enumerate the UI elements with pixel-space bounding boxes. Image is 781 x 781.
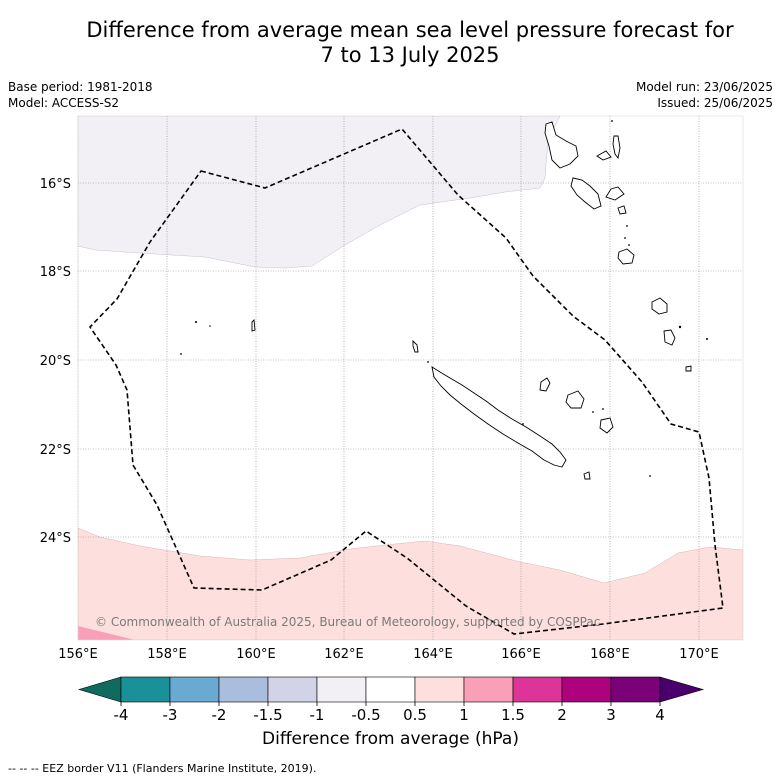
loyalty-island-ouvea — [539, 377, 551, 392]
lon-label: 156°E — [58, 647, 98, 662]
eez-border — [88, 128, 724, 635]
lon-label: 160°E — [236, 647, 276, 662]
vanuatu-malekula — [570, 177, 602, 210]
lon-label: 170°E — [679, 647, 719, 662]
colorbar-swatch — [316, 676, 367, 703]
colorbar-swatch — [120, 676, 171, 703]
issued-date: Issued: 25/06/2025 — [657, 96, 773, 110]
title-line-1: Difference from average mean sea level p… — [86, 18, 734, 42]
vanuatu-maewo — [612, 135, 621, 160]
colorbar-swatch — [561, 676, 612, 703]
colorbar-tick-label: -0.5 — [351, 706, 380, 724]
chesterfield-reef — [251, 319, 256, 332]
belep-islands — [412, 339, 419, 353]
lon-label: 158°E — [147, 647, 187, 662]
meta-left: Base period: 1981-2018 Model: ACCESS-S2 — [8, 79, 153, 111]
colorbar-swatch — [267, 676, 318, 703]
colorbar-tick-label: -4 — [114, 706, 129, 724]
islet — [522, 423, 524, 425]
islet — [602, 408, 604, 410]
title-line-2: 7 to 13 July 2025 — [320, 43, 500, 67]
colorbar-swatch — [169, 676, 220, 703]
lat-label: 20°S — [40, 354, 71, 369]
colorbar-tick-label: 1 — [459, 706, 469, 724]
small-islets — [180, 120, 708, 477]
loyalty-island-lifou — [565, 390, 585, 409]
loyalty-island-mare — [599, 417, 614, 434]
islet — [649, 475, 651, 477]
colorbar-tick-label: -3 — [163, 706, 178, 724]
vanuatu-efate — [617, 248, 635, 265]
islet — [624, 237, 626, 239]
isle-of-pines — [583, 471, 591, 480]
positive-anomaly-area — [78, 527, 743, 640]
model-run: Model run: 23/06/2025 — [635, 80, 773, 94]
vanuatu-ambae — [596, 150, 612, 161]
colorbar: -4 -3 -2 -1.5 -1 -0.5 0.5 1 1.5 2 3 4 — [77, 676, 705, 724]
colorbar-swatch — [365, 676, 416, 703]
colorbar-tick-label: -1.5 — [253, 706, 282, 724]
lat-label: 18°S — [40, 265, 71, 280]
colorbar-tick-label: 3 — [606, 706, 616, 724]
copyright-notice: © Commonwealth of Australia 2025, Bureau… — [95, 615, 600, 629]
islet — [195, 321, 197, 323]
lon-label: 162°E — [324, 647, 364, 662]
colorbar-tick-label: 0.5 — [403, 706, 427, 724]
colorbar-swatch — [463, 676, 514, 703]
eez-legend: -- -- -- EEZ border V11 (Flanders Marine… — [8, 762, 317, 775]
islet — [626, 225, 628, 227]
islet — [209, 325, 211, 327]
colorbar-title: Difference from average (hPa) — [262, 729, 519, 749]
islet — [628, 244, 630, 246]
islet — [678, 325, 682, 329]
gridlines — [77, 116, 743, 640]
map-frame — [77, 115, 744, 641]
islet — [592, 411, 594, 413]
colorbar-swatch — [610, 676, 661, 703]
colorbar-high-extension — [659, 676, 705, 703]
lon-label: 166°E — [501, 647, 541, 662]
colorbar-low-extension — [77, 676, 122, 703]
lat-label: 16°S — [40, 177, 71, 192]
colorbar-tick-label: -1 — [310, 706, 325, 724]
colorbar-tick-label: 2 — [557, 706, 567, 724]
vanuatu-epi — [617, 205, 627, 215]
lon-label: 164°E — [413, 647, 453, 662]
lon-label: 168°E — [590, 647, 630, 662]
lat-label: 24°S — [40, 531, 71, 546]
islet — [706, 338, 708, 340]
colorbar-tick-label: 1.5 — [501, 706, 525, 724]
colorbar-tick-label: 4 — [655, 706, 665, 724]
vanuatu-erromango — [651, 297, 668, 315]
chart-title: Difference from average mean sea level p… — [40, 18, 780, 68]
islet — [427, 361, 429, 363]
colorbar-swatch — [218, 676, 269, 703]
colorbar-swatch — [414, 676, 465, 703]
new-caledonia-island — [431, 366, 567, 468]
vanuatu-espiritu-santo — [544, 121, 579, 169]
model-name: Model: ACCESS-S2 — [8, 96, 120, 110]
lat-label: 22°S — [40, 443, 71, 458]
strong-positive-anomaly-area — [78, 626, 135, 640]
islet — [180, 353, 182, 355]
base-period: Base period: 1981-2018 — [8, 80, 153, 94]
latitude-labels: 16°S 18°S 20°S 22°S 24°S — [40, 177, 71, 546]
coastlines — [251, 121, 692, 480]
vanuatu-tanna — [663, 329, 676, 346]
longitude-labels: 156°E 158°E 160°E 162°E 164°E 166°E 168°E 170°E — [58, 647, 719, 662]
vanuatu-aneityum — [685, 365, 692, 372]
colorbar-tick-label: -2 — [212, 706, 227, 724]
vanuatu-pentecost — [605, 186, 625, 201]
colorbar-swatch — [512, 676, 563, 703]
islet — [611, 120, 613, 122]
anomaly-fields — [78, 116, 743, 640]
meta-right: Model run: 23/06/2025 Issued: 25/06/2025 — [636, 79, 773, 111]
negative-anomaly-area — [78, 116, 561, 269]
